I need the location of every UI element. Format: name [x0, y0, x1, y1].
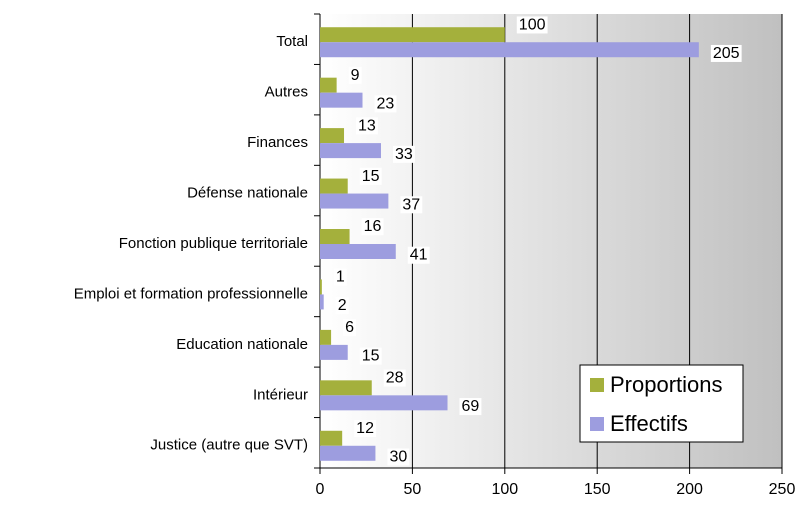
data-label-text: 41 [410, 247, 428, 264]
data-label-bg [374, 95, 397, 113]
bar [320, 143, 381, 159]
legend-label: Proportions [610, 372, 723, 397]
data-label-bg [516, 16, 548, 34]
bar [320, 445, 376, 461]
data-label-bg [361, 218, 384, 236]
bar [320, 395, 448, 411]
bar [320, 279, 322, 295]
data-label-text: 100 [519, 16, 546, 33]
y-tick-label: Emploi et formation professionnelle [74, 285, 308, 302]
data-label: 100 [516, 16, 548, 34]
y-tick-label: Total [276, 33, 308, 50]
data-label-bg [392, 145, 415, 163]
y-tick-label: Autres [265, 84, 308, 101]
data-label-text: 13 [358, 117, 376, 134]
legend-swatch [590, 417, 604, 431]
data-label-bg [348, 66, 362, 84]
data-label-text: 12 [356, 420, 374, 437]
legend-label: Effectifs [610, 411, 688, 436]
y-tick-label: Intérieur [253, 386, 308, 403]
data-label-bg [359, 347, 382, 365]
data-label: 13 [356, 117, 378, 135]
y-tick-label: Justice (autre que SVT) [150, 437, 308, 454]
bar [320, 92, 363, 108]
x-tick-label: 50 [404, 481, 422, 498]
data-label-text: 37 [402, 196, 420, 213]
data-label: 1 [333, 268, 347, 286]
x-tick-label: 0 [316, 481, 325, 498]
bar [320, 344, 348, 360]
data-label: 33 [392, 145, 415, 163]
data-label-text: 2 [338, 297, 347, 314]
legend-swatch [590, 378, 604, 392]
data-label: 9 [348, 66, 362, 84]
data-label-bg [354, 419, 377, 438]
y-tick-label: Finances [247, 134, 308, 151]
bar [320, 229, 350, 244]
data-label-text: 69 [462, 398, 480, 415]
bar [320, 128, 345, 144]
data-label: 12 [354, 419, 377, 438]
x-tick-label: 250 [769, 481, 796, 498]
bar [320, 193, 389, 209]
data-label-text: 205 [713, 45, 740, 62]
data-label-text: 33 [395, 146, 413, 163]
data-label-bg [335, 297, 349, 315]
data-label-bg [343, 319, 357, 337]
y-tick-label: Défense nationale [187, 185, 308, 202]
data-label-text: 6 [345, 319, 354, 336]
data-label-bg [407, 246, 430, 264]
data-label-text: 28 [386, 370, 404, 387]
data-label-bg [333, 268, 347, 286]
data-label: 28 [383, 369, 406, 387]
data-label-bg [356, 117, 378, 135]
data-label: 205 [710, 44, 742, 62]
data-label: 2 [335, 297, 349, 315]
data-label-bg [387, 448, 410, 466]
x-tick-label: 150 [584, 481, 611, 498]
data-label: 23 [374, 95, 397, 113]
bar [320, 380, 372, 396]
bar [320, 430, 343, 446]
data-label-text: 9 [351, 67, 360, 84]
bar [320, 329, 332, 345]
data-label: 6 [343, 319, 357, 337]
data-label-text: 16 [364, 218, 382, 235]
data-label-bg [459, 398, 482, 416]
data-label-text: 1 [336, 269, 345, 286]
data-label-bg [400, 196, 423, 214]
bar [320, 244, 396, 259]
data-label: 30 [387, 448, 410, 466]
data-label-text: 30 [389, 448, 407, 465]
bar [320, 42, 699, 58]
data-label-bg [359, 167, 382, 185]
data-label: 15 [359, 167, 382, 185]
y-tick-label: Fonction publique territoriale [119, 235, 308, 252]
data-label-text: 23 [377, 95, 395, 112]
data-label-text: 15 [362, 168, 380, 185]
data-label: 69 [459, 398, 482, 416]
data-label: 15 [359, 347, 382, 365]
bar [320, 178, 348, 194]
data-label-text: 15 [362, 348, 380, 365]
data-label: 41 [407, 246, 430, 264]
data-label-bg [383, 369, 406, 387]
bar [320, 27, 505, 43]
data-label-bg [710, 44, 742, 62]
data-label: 37 [400, 196, 423, 214]
legend-box [579, 364, 744, 443]
x-tick-label: 100 [491, 481, 518, 498]
data-label: 16 [361, 218, 384, 236]
x-tick-label: 200 [676, 481, 703, 498]
bar [320, 294, 324, 310]
y-tick-label: Education nationale [176, 336, 308, 353]
bar [320, 77, 337, 93]
